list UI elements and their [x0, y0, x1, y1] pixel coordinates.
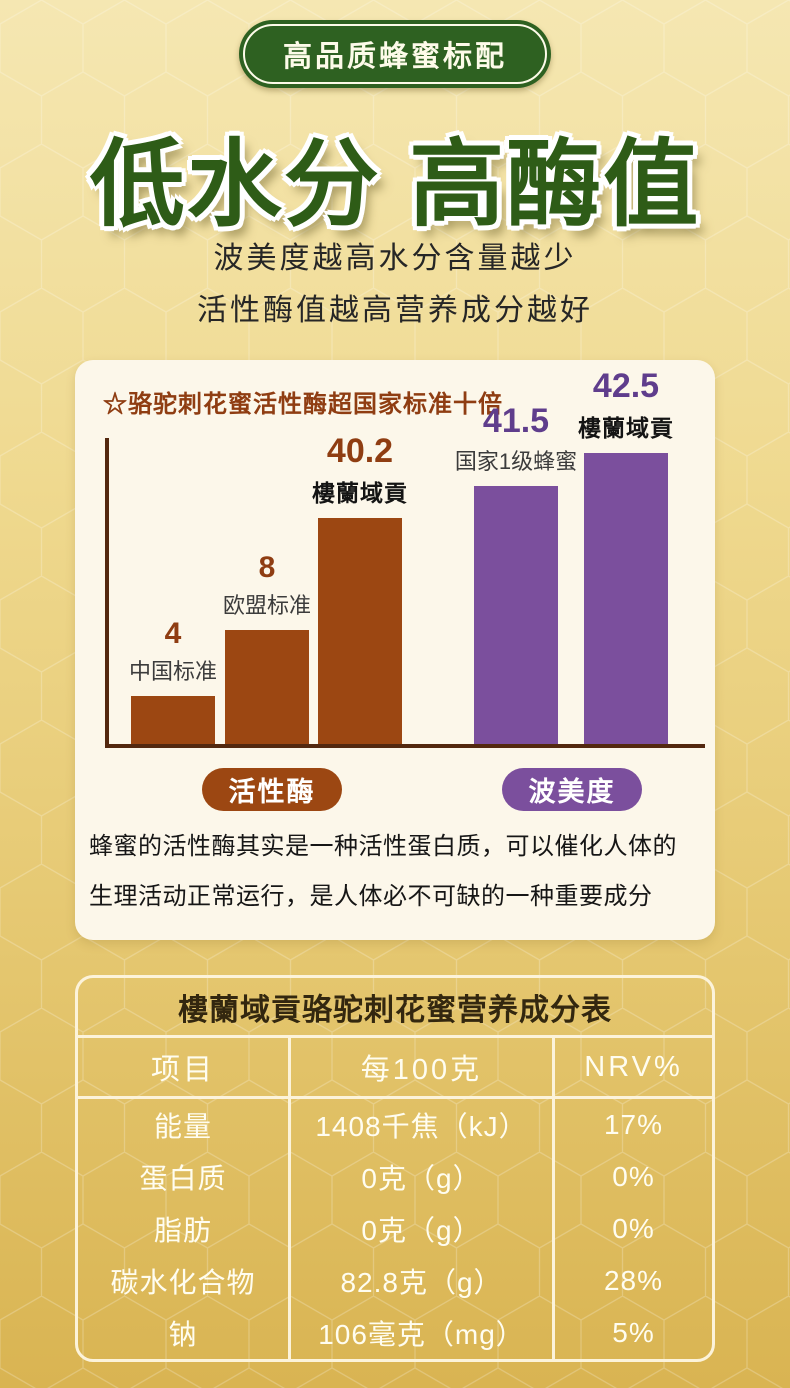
- table-cell: 钠: [168, 1319, 198, 1350]
- bar-brand-enzyme: 40.2 樓蘭域貢: [312, 431, 407, 744]
- bar-label: 欧盟标准: [223, 593, 312, 618]
- chart-card: ☆骆驼刺花蜜活性酶超国家标准十倍 4 中国标准 8 欧盟标准 40.2 樓蘭域貢…: [75, 360, 715, 940]
- column-header-item: 项目: [150, 1054, 215, 1086]
- bar-eu-standard: 8 欧盟标准: [223, 551, 312, 744]
- table-cell: 0%: [612, 1213, 655, 1244]
- quality-badge: 高品质蜂蜜标配: [238, 20, 552, 88]
- bar-rect: [474, 486, 558, 744]
- bar-national-grade1: 41.5 国家1级蜂蜜: [455, 401, 577, 744]
- column-nrv: 17% 0% 0% 28% 5%: [552, 1099, 712, 1359]
- bar-rect: [131, 696, 215, 744]
- nutrition-table: 樓蘭域貢骆驼刺花蜜营养成分表 项目 每100克 NRV% 能量 蛋白质 脂肪 碳…: [75, 975, 715, 1362]
- bar-rect: [318, 518, 402, 744]
- bar-brand-baume: 42.5 樓蘭域貢: [578, 366, 673, 744]
- bar-value: 8: [258, 551, 276, 584]
- column-per100g: 1408千焦（kJ） 0克（g） 0克（g） 82.8克（g） 106毫克（mg…: [288, 1099, 552, 1359]
- bar-label-brand: 樓蘭域貢: [578, 415, 674, 441]
- table-cell: 能量: [153, 1111, 212, 1142]
- nutrition-table-title: 樓蘭域貢骆驼刺花蜜营养成分表: [78, 978, 712, 1038]
- column-header-per100g: 每100克: [288, 1038, 552, 1096]
- subtitle: 波美度越高水分含量越少 活性酶值越高营养成分越好: [0, 233, 790, 337]
- bar-china-standard: 4 中国标准: [129, 617, 218, 744]
- bar-value: 4: [164, 617, 182, 650]
- table-cell: 106毫克（mg）: [318, 1319, 525, 1350]
- bar-rect: [225, 630, 309, 744]
- chart-description: 蜂蜜的活性酶其实是一种活性蛋白质，可以催化人体的生理活动正常运行，是人体必不可缺…: [89, 833, 677, 910]
- table-cell: 28%: [603, 1265, 664, 1296]
- table-cell: 脂肪: [153, 1215, 212, 1246]
- bar-value: 41.5: [482, 401, 550, 440]
- bar-label: 中国标准: [129, 659, 218, 684]
- legend-active-enzyme: 活性酶: [202, 768, 342, 811]
- bar-chart: 4 中国标准 8 欧盟标准 40.2 樓蘭域貢 41.5 国家1级蜂蜜 42.5: [105, 367, 705, 748]
- bar-value: 40.2: [326, 431, 394, 470]
- main-title: 低水分 高酶值: [89, 132, 701, 238]
- subtitle-line-2: 活性酶值越高营养成分越好: [197, 294, 593, 327]
- bar-rect: [584, 453, 668, 744]
- table-cell: 蛋白质: [139, 1163, 227, 1194]
- table-cell: 5%: [612, 1317, 655, 1348]
- column-item: 能量 蛋白质 脂肪 碳水化合物 钠: [78, 1099, 288, 1359]
- table-cell: 碳水化合物: [110, 1267, 256, 1298]
- nutrition-table-body: 能量 蛋白质 脂肪 碳水化合物 钠 1408千焦（kJ） 0克（g） 0克（g）…: [78, 1099, 712, 1359]
- nutrition-table-header: 项目 每100克 NRV%: [78, 1038, 712, 1099]
- bar-label: 国家1级蜂蜜: [454, 449, 578, 474]
- table-cell: 0克（g）: [361, 1163, 482, 1194]
- column-header-nrv: NRV%: [552, 1038, 712, 1096]
- table-cell: 17%: [603, 1109, 664, 1140]
- table-cell: 82.8克（g）: [340, 1267, 503, 1298]
- table-cell: 0%: [612, 1161, 655, 1192]
- bar-value: 42.5: [592, 366, 660, 405]
- chart-title: ☆骆驼刺花蜜活性酶超国家标准十倍: [103, 391, 503, 418]
- legend-baume-degree: 波美度: [502, 768, 642, 811]
- quality-badge-label: 高品质蜂蜜标配: [242, 24, 548, 84]
- table-cell: 1408千焦（kJ）: [315, 1111, 528, 1142]
- bar-label-brand: 樓蘭域貢: [312, 480, 408, 506]
- subtitle-line-1: 波美度越高水分含量越少: [213, 242, 577, 275]
- table-cell: 0克（g）: [361, 1215, 482, 1246]
